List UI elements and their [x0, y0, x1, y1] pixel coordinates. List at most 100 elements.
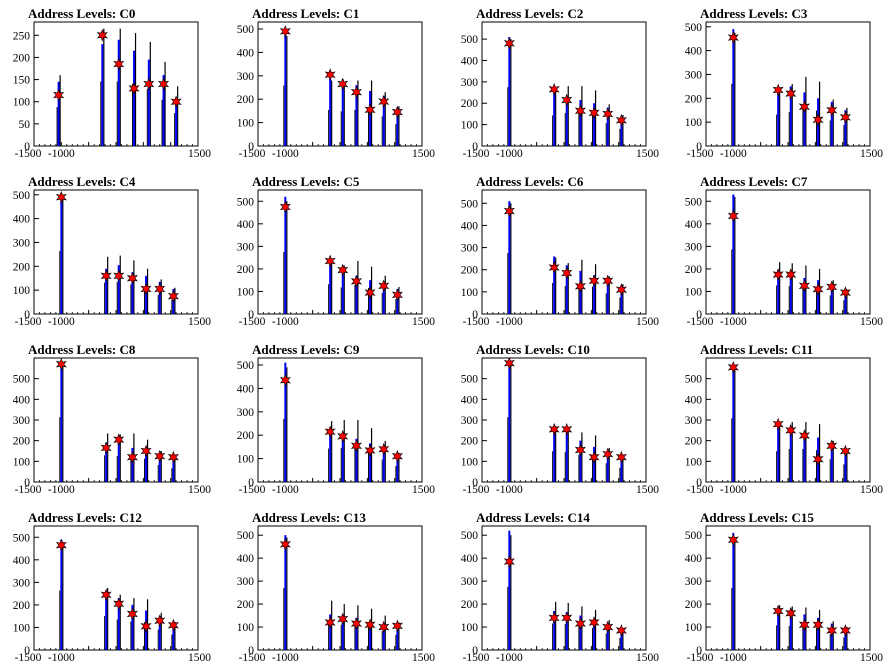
peak-marker	[391, 449, 403, 463]
x-tick-label: -1500	[15, 316, 42, 328]
chart-title: Address Levels: C10	[476, 342, 590, 357]
y-tick-label: 500	[461, 198, 479, 210]
peak-marker	[812, 618, 824, 632]
x-tick-label: 1500	[412, 652, 435, 664]
x-tick-label: -1500	[687, 316, 714, 328]
peak-marker	[772, 83, 784, 97]
peak-marker	[350, 439, 362, 453]
y-tick-label: 0	[24, 141, 30, 153]
y-tick-label: 500	[13, 190, 31, 202]
y-tick-label: 300	[237, 71, 255, 83]
y-tick-label: 300	[13, 577, 31, 589]
y-tick-label: 100	[685, 456, 703, 468]
x-tick-label: 1500	[860, 484, 883, 496]
y-tick-label: 200	[237, 94, 255, 106]
peak-marker	[126, 271, 138, 285]
x-tick-label: -1000	[496, 316, 523, 328]
y-tick-label: 300	[237, 407, 255, 419]
chart-panel: Address Levels: C0 0 50 100 150 200 250 -1500 -1…	[13, 6, 212, 160]
chart-panel: Address Levels: C13 0 100 200 300 400 500 -1500…	[237, 510, 436, 664]
y-tick-label: 300	[237, 241, 255, 253]
x-tick-label: -1500	[239, 148, 266, 160]
peak-marker	[113, 57, 125, 71]
peak-marker	[53, 88, 65, 102]
peak-marker	[812, 282, 824, 296]
peak-marker	[785, 606, 797, 620]
peak-marker	[615, 624, 627, 637]
y-tick-label: 200	[237, 264, 255, 276]
peak-marker	[167, 450, 179, 464]
y-tick-label: 200	[685, 599, 703, 611]
peak-marker	[602, 447, 614, 461]
y-tick-label: 0	[696, 309, 702, 321]
peak-marker	[167, 289, 179, 303]
y-tick-label: 100	[13, 456, 31, 468]
peak-marker	[158, 77, 170, 91]
peak-marker	[154, 614, 166, 628]
peak-marker	[279, 200, 291, 214]
x-tick-label: 1500	[188, 316, 211, 328]
peak-marker	[378, 620, 390, 634]
y-tick-label: 300	[237, 576, 255, 588]
peak-marker	[279, 373, 291, 387]
y-tick-label: 0	[472, 309, 478, 321]
y-tick-label: 200	[237, 599, 255, 611]
y-tick-label: 400	[685, 553, 703, 565]
y-tick-label: 200	[13, 52, 31, 64]
peak-marker	[100, 269, 112, 283]
peak-marker	[826, 280, 838, 294]
chart-title: Address Levels: C0	[28, 6, 135, 21]
y-tick-label: 500	[461, 530, 479, 542]
y-tick-label: 500	[237, 530, 255, 542]
peak-marker	[126, 607, 138, 621]
peak-marker	[798, 618, 810, 632]
y-tick-label: 400	[461, 553, 479, 565]
x-tick-label: -1000	[496, 484, 523, 496]
y-tick-label: 0	[24, 477, 30, 489]
y-tick-label: 200	[13, 600, 31, 612]
x-tick-label: 1500	[188, 484, 211, 496]
y-tick-label: 200	[461, 599, 479, 611]
x-tick-label: -1500	[15, 652, 42, 664]
y-tick-label: 300	[461, 576, 479, 588]
y-tick-label: 0	[472, 645, 478, 657]
y-tick-label: 500	[685, 530, 703, 542]
peak-marker	[588, 274, 600, 288]
chart-panel: Address Levels: C7 0 100 200 300 400 500 -1500-…	[685, 174, 884, 328]
peak-marker	[839, 286, 851, 300]
peak-marker	[391, 619, 403, 633]
y-tick-label: 100	[13, 285, 31, 297]
peak-marker	[588, 616, 600, 629]
x-tick-label: 1500	[412, 148, 435, 160]
x-tick-label: -1000	[48, 316, 75, 328]
peak-marker	[113, 597, 125, 611]
x-tick-label: 1500	[188, 148, 211, 160]
peak-marker	[727, 533, 739, 547]
y-tick-label: 0	[472, 477, 478, 489]
y-tick-label: 100	[237, 454, 255, 466]
y-tick-label: 200	[461, 98, 479, 110]
x-tick-label: 1500	[636, 652, 659, 664]
peak-marker	[798, 429, 810, 442]
peak-marker	[350, 274, 362, 288]
peak-marker	[727, 31, 739, 44]
y-tick-label: 200	[461, 265, 479, 277]
y-tick-label: 500	[237, 196, 255, 208]
peak-marker	[602, 107, 614, 121]
peak-marker	[337, 77, 349, 91]
chart-title: Address Levels: C3	[700, 6, 808, 21]
y-tick-label: 400	[461, 394, 479, 406]
chart-panel: Address Levels: C14 0 100 200 300 400 500 -1500…	[461, 510, 660, 664]
peak-marker	[324, 616, 336, 629]
peak-marker	[839, 444, 851, 458]
y-tick-label: 500	[685, 196, 703, 208]
chart-panel: Address Levels: C6 0 100 200 300 400 500 -1500-…	[461, 174, 660, 328]
peak-marker	[140, 282, 152, 296]
x-tick-label: -1500	[15, 148, 42, 160]
x-tick-label: 1500	[188, 652, 211, 664]
chart-panel: Address Levels: C8 0 100 200 300 400 500 -1500-…	[13, 342, 212, 496]
x-tick-label: -1000	[272, 148, 299, 160]
peak-marker	[364, 103, 376, 117]
y-tick-label: 400	[685, 46, 703, 58]
